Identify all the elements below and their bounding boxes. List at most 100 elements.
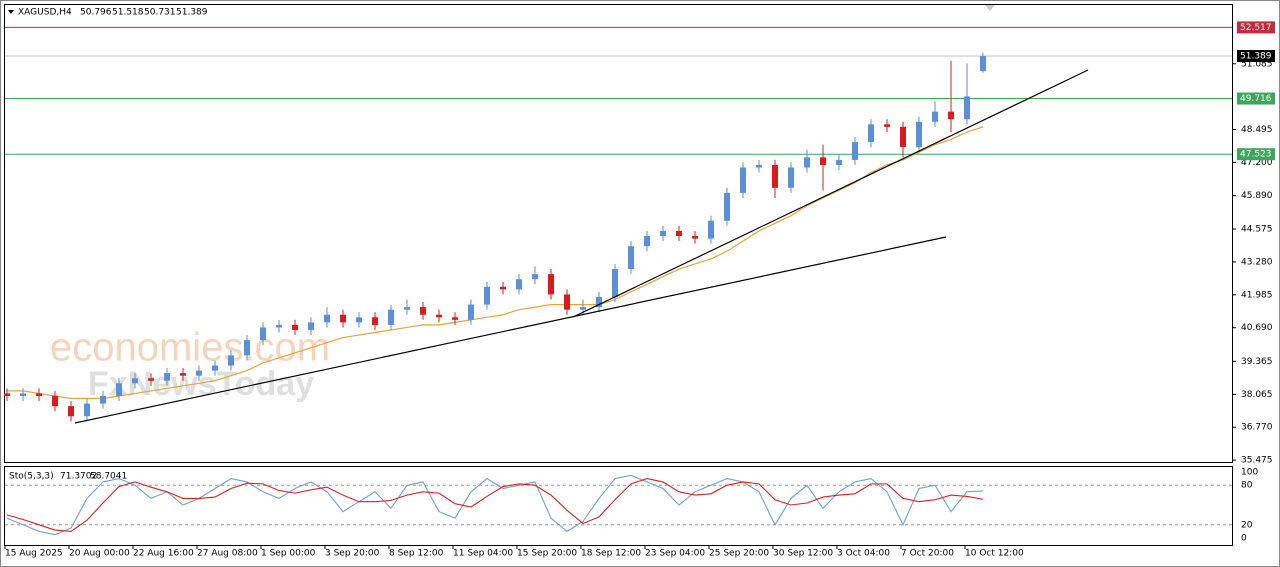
candle-body bbox=[372, 317, 378, 325]
y-tick-label: 47.200 bbox=[1241, 158, 1273, 168]
x-tick-label: 8 Sep 12:00 bbox=[389, 549, 444, 559]
x-tick-label: 30 Sep 12:00 bbox=[773, 549, 833, 559]
candle-body bbox=[196, 370, 202, 376]
stoch-panel bbox=[4, 466, 1233, 546]
level-label: 47.523 bbox=[1240, 150, 1272, 160]
candle-body bbox=[564, 294, 570, 310]
y-tick-label: 45.890 bbox=[1241, 191, 1273, 201]
candle-body bbox=[836, 159, 842, 165]
stoch-title: Sto(5,3,3) bbox=[9, 472, 54, 482]
y-tick-label: 41.985 bbox=[1241, 290, 1273, 300]
x-tick-label: 7 Oct 20:00 bbox=[901, 549, 954, 559]
candle-body bbox=[756, 164, 762, 168]
candle-body bbox=[596, 296, 602, 308]
level-label: 49.716 bbox=[1240, 94, 1272, 104]
level-label: 52.517 bbox=[1240, 23, 1272, 33]
y-tick-label: 38.065 bbox=[1241, 390, 1273, 400]
candle-body bbox=[788, 167, 794, 188]
candle-body bbox=[244, 340, 250, 356]
candle-body bbox=[132, 378, 138, 384]
moving-average bbox=[7, 126, 984, 400]
y-tick-label: 35.475 bbox=[1241, 456, 1273, 466]
level-badge bbox=[1237, 92, 1275, 105]
x-tick-label: 11 Sep 04:00 bbox=[453, 549, 513, 559]
y-tick-label: 44.575 bbox=[1241, 225, 1273, 235]
candle-body bbox=[724, 192, 730, 221]
candle-body bbox=[68, 406, 74, 417]
x-tick-label: 1 Sep 00:00 bbox=[261, 549, 316, 559]
candle-body bbox=[644, 236, 650, 247]
candle-body bbox=[932, 111, 938, 122]
candle-body bbox=[868, 124, 874, 143]
x-tick-label: 27 Aug 08:00 bbox=[197, 549, 258, 559]
candle-body bbox=[276, 324, 282, 328]
stoch-d: 58.7041 bbox=[90, 472, 127, 482]
candle-body bbox=[676, 230, 682, 237]
candle-body bbox=[404, 307, 410, 310]
x-tick-label: 25 Sep 20:00 bbox=[709, 549, 769, 559]
y-tick-label: 36.770 bbox=[1241, 423, 1273, 433]
candle-body bbox=[20, 393, 26, 396]
candle-body bbox=[660, 230, 666, 237]
candle-body bbox=[820, 157, 826, 165]
candle-body bbox=[852, 142, 858, 160]
candle-body bbox=[628, 246, 634, 270]
trendline bbox=[74, 236, 947, 424]
candle-body bbox=[292, 324, 298, 330]
price-badge bbox=[1237, 50, 1275, 63]
candle-body bbox=[548, 274, 554, 295]
y-tick-label: 20 bbox=[1241, 520, 1253, 530]
candle-body bbox=[388, 309, 394, 325]
candle-body bbox=[948, 111, 954, 120]
candle-body bbox=[884, 124, 890, 127]
y-tick-label: 100 bbox=[1241, 468, 1258, 478]
x-tick-label: 3 Sep 20:00 bbox=[325, 549, 380, 559]
candle-body bbox=[452, 317, 458, 320]
candle-body bbox=[116, 383, 122, 396]
plot-layer: 35.475 36.770 38.065 39.365 40.690 41.985 43.2… bbox=[4, 21, 1275, 559]
candle-body bbox=[356, 317, 362, 323]
x-tick-label: 18 Sep 12:00 bbox=[581, 549, 641, 559]
candle-body bbox=[980, 56, 986, 72]
candle-body bbox=[324, 314, 330, 323]
candle-body bbox=[708, 220, 714, 239]
ohlc-high: 51.518 bbox=[112, 8, 144, 18]
x-tick-label: 23 Sep 04:00 bbox=[645, 549, 705, 559]
candle-body bbox=[964, 96, 970, 120]
y-tick-label: 43.280 bbox=[1241, 257, 1273, 267]
candle-body bbox=[612, 269, 618, 297]
menu-arrow[interactable] bbox=[8, 10, 14, 14]
y-tick-label: 51.085 bbox=[1241, 59, 1273, 69]
candle-body bbox=[804, 157, 810, 168]
stoch-line bbox=[6, 474, 984, 536]
level-badge bbox=[1237, 148, 1275, 161]
candle-body bbox=[580, 307, 586, 310]
watermark: economies.com bbox=[50, 326, 330, 370]
candle-body bbox=[212, 365, 218, 371]
candle-body bbox=[340, 314, 346, 323]
candle-body bbox=[84, 403, 90, 417]
y-tick-label: 40.690 bbox=[1241, 323, 1273, 333]
price-label: 51.389 bbox=[1240, 52, 1272, 62]
x-tick-label: 15 Sep 20:00 bbox=[517, 549, 577, 559]
candle-body bbox=[36, 393, 42, 396]
candle-body bbox=[228, 355, 234, 366]
x-tick-label: 10 Oct 12:00 bbox=[965, 549, 1024, 559]
y-tick-label: 39.365 bbox=[1241, 357, 1273, 367]
candle-body bbox=[500, 286, 506, 290]
candle-body bbox=[516, 279, 522, 290]
y-tick-label: 80 bbox=[1241, 481, 1253, 491]
candle-body bbox=[468, 304, 474, 320]
candle-body bbox=[436, 314, 442, 318]
candle-body bbox=[532, 274, 538, 280]
x-tick-label: 22 Aug 16:00 bbox=[133, 549, 194, 559]
shift-marker bbox=[985, 5, 995, 11]
x-tick-label: 3 Oct 04:00 bbox=[837, 549, 890, 559]
x-tick-label: 15 Aug 2025 bbox=[5, 549, 63, 559]
ohlc-low: 50.731 bbox=[144, 8, 176, 18]
candle-body bbox=[900, 126, 906, 148]
candle-body bbox=[692, 236, 698, 239]
candle-body bbox=[916, 121, 922, 148]
y-tick-label: 48.495 bbox=[1241, 125, 1273, 135]
